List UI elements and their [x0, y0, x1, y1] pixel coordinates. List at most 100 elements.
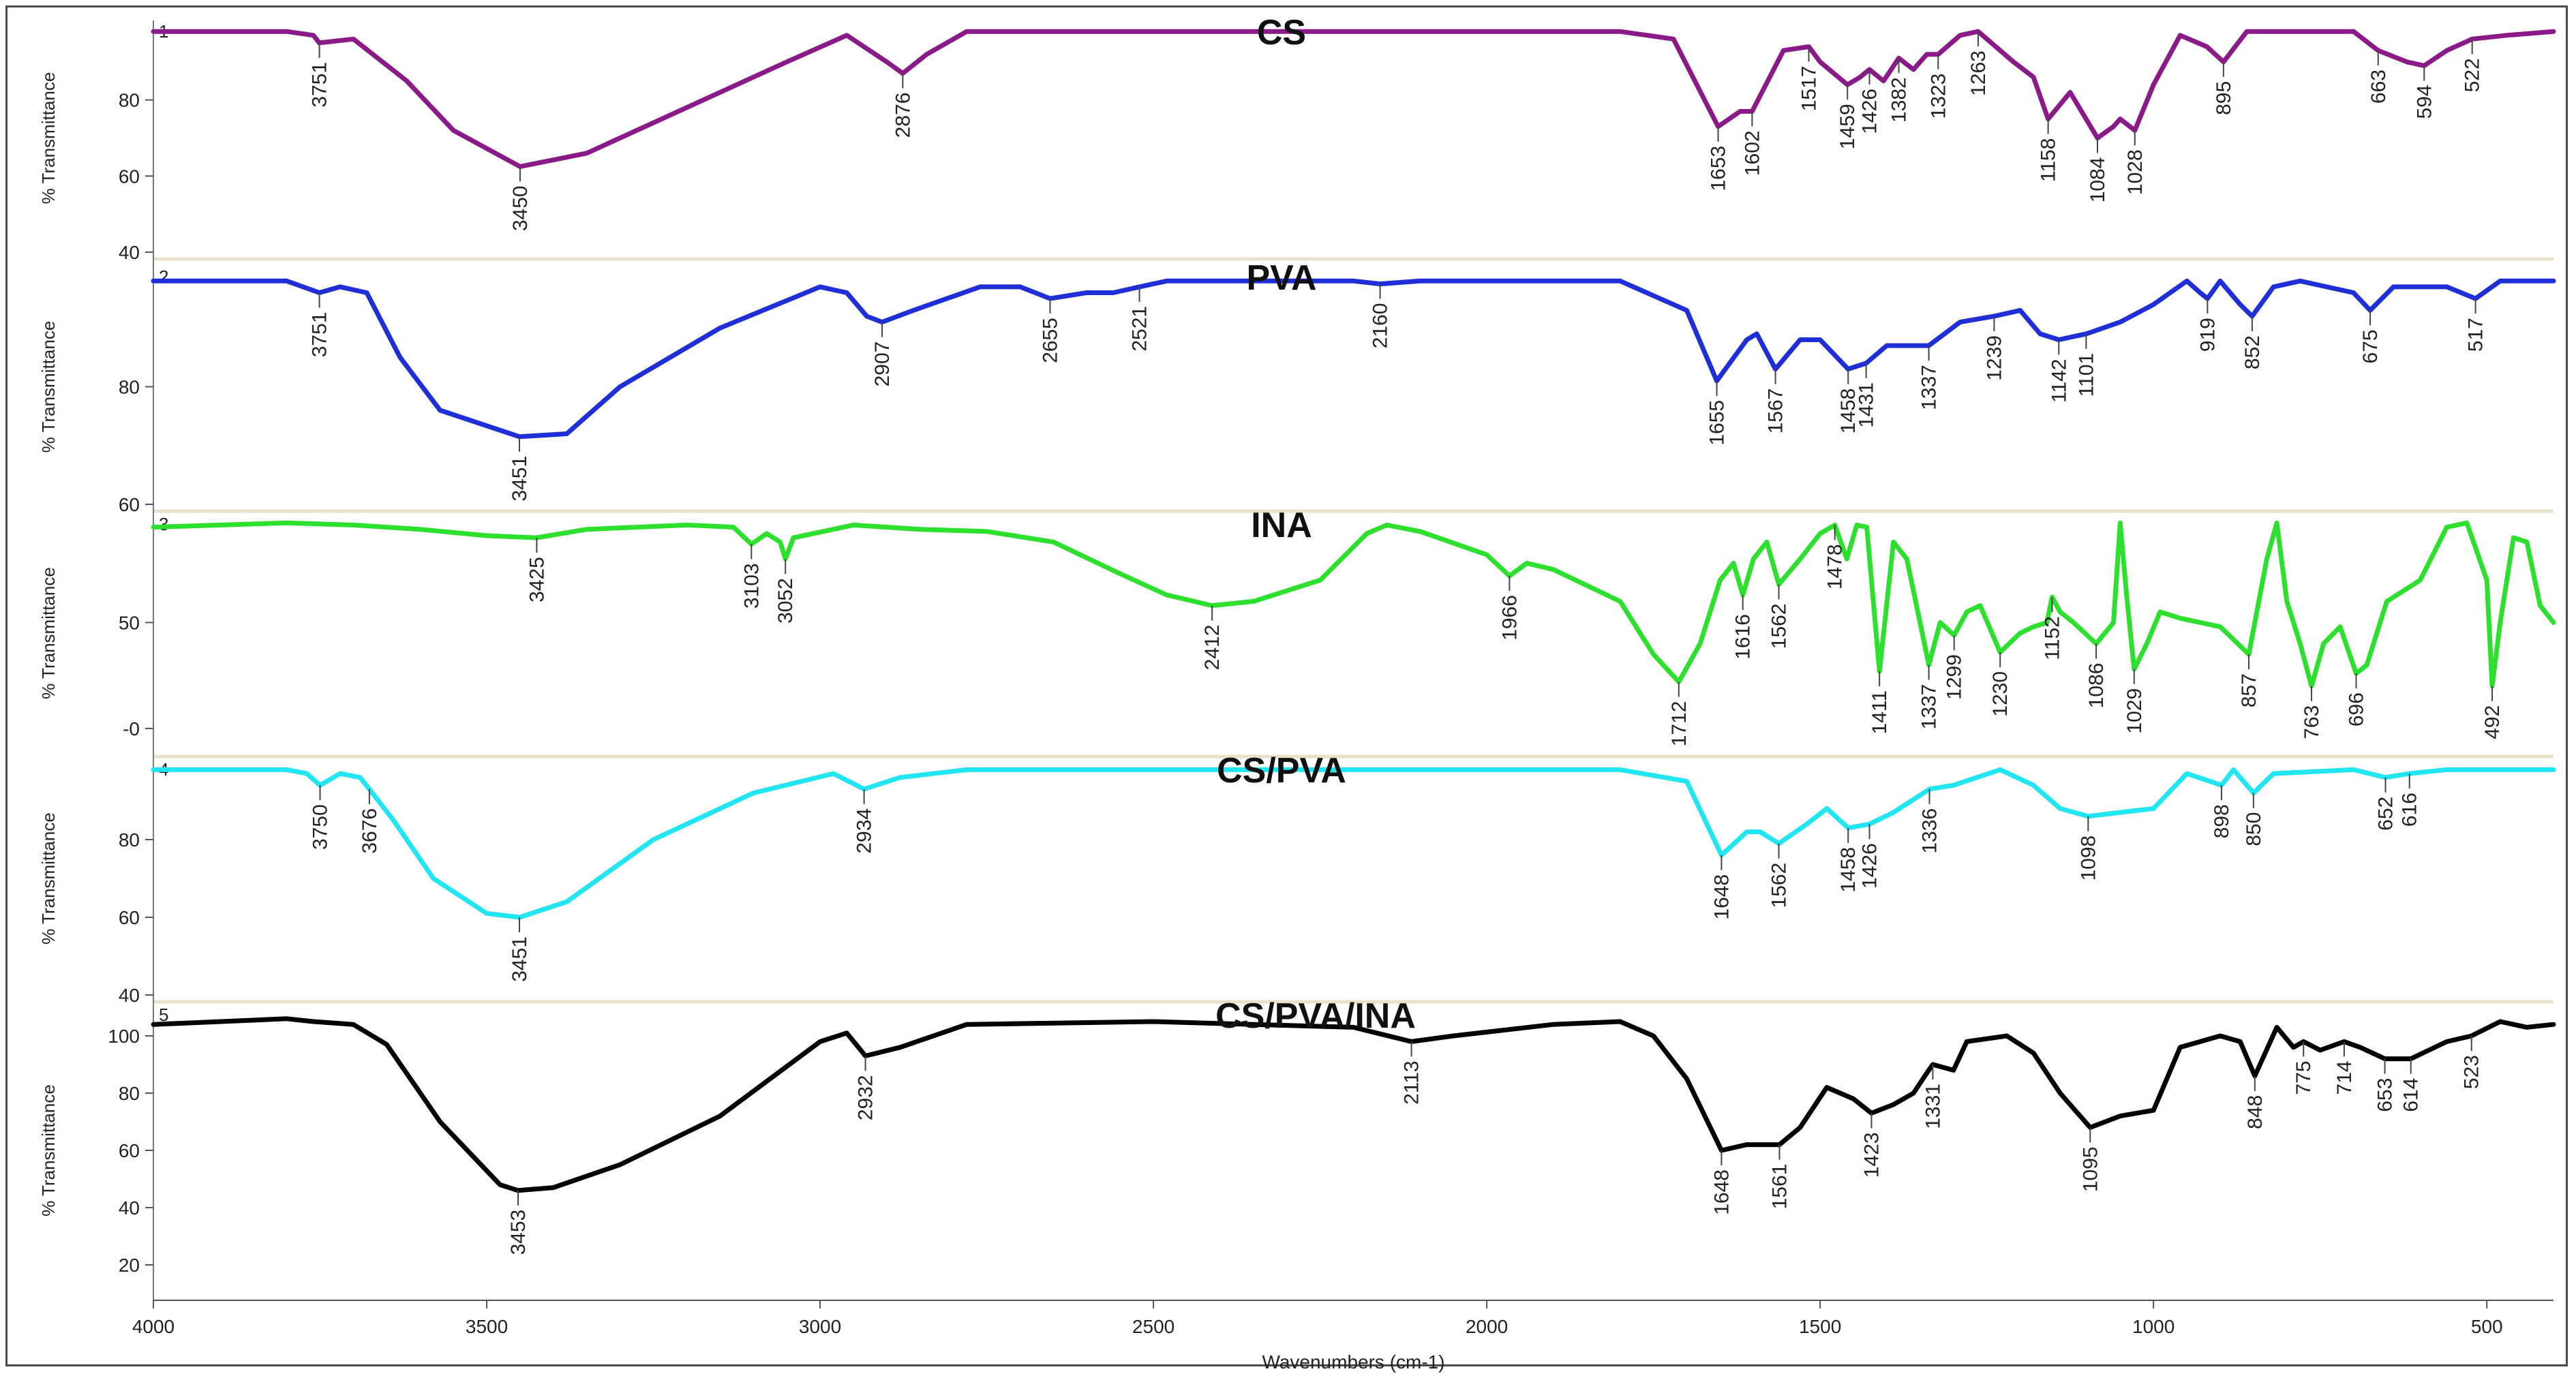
peak-label: 1029: [2123, 688, 2146, 734]
peak-label: 616: [2399, 793, 2421, 827]
peak-label: 714: [2333, 1060, 2356, 1094]
peak-label: 1602: [1741, 130, 1763, 176]
figure-frame: [5, 5, 2568, 1366]
x-tick-label: 500: [2471, 1316, 2503, 1337]
y-tick-label: 60: [119, 494, 140, 515]
peak-label: 848: [2244, 1095, 2267, 1129]
peak-label: 3451: [509, 456, 531, 502]
peak-label: 1239: [1983, 335, 2005, 381]
peak-label: 653: [2374, 1078, 2397, 1112]
peak-label: 3451: [509, 936, 531, 982]
x-axis: 4000 3500 3000 2500 2000 1500 1000 500 Wavenumbe…: [132, 1300, 2554, 1373]
peak-label: 763: [2301, 705, 2323, 739]
y-tick-label: 50: [119, 612, 140, 633]
peak-label: 1712: [1668, 701, 1691, 747]
panel-index: 2: [159, 266, 168, 287]
x-tick-label: 4000: [132, 1316, 175, 1337]
panel-index: 3: [159, 514, 168, 534]
panel-3: % Transmittance 50 -0 3 INA 3425 3103 3052 2412 1…: [38, 506, 2556, 747]
peak-label: 492: [2481, 705, 2504, 739]
peak-label: 1299: [1943, 654, 1966, 700]
peak-label: 3453: [507, 1210, 530, 1255]
peak-label: 857: [2238, 673, 2260, 707]
peak-label: 1478: [1824, 544, 1847, 590]
peak-label: 3052: [774, 578, 797, 624]
peak-label: 2934: [853, 808, 876, 854]
peak-label: 1426: [1859, 89, 1881, 134]
x-axis-label: Wavenumbers (cm-1): [1262, 1351, 1444, 1373]
peak-label: 2412: [1201, 625, 1224, 671]
peak-label: 1263: [1967, 50, 1990, 96]
y-tick-label: -0: [123, 718, 140, 739]
spectrum-line: [151, 1016, 2556, 1193]
peak-label: 1084: [2087, 157, 2109, 203]
y-tick-label: 40: [119, 1197, 140, 1219]
peak-label: 1158: [2037, 138, 2060, 183]
panel-title: INA: [1251, 506, 1312, 545]
panel-title: CS/PVA: [1217, 751, 1346, 791]
peak-label: 2521: [1129, 306, 1151, 352]
peak-label: 1382: [1888, 77, 1911, 123]
y-tick-label: 80: [119, 90, 140, 111]
x-tick-label: 1000: [2132, 1316, 2175, 1337]
peak-label: 3751: [309, 62, 331, 108]
peak-label: 3750: [309, 804, 332, 850]
peak-label: 1966: [1498, 595, 1521, 641]
peak-label: 1142: [2048, 359, 2070, 403]
peak-label: 696: [2345, 692, 2367, 726]
peak-label: 522: [2461, 58, 2484, 92]
x-tick-label: 3000: [799, 1316, 841, 1337]
peak-label: 2160: [1369, 303, 1392, 349]
peak-label: 1562: [1768, 863, 1790, 908]
peak-label: 652: [2375, 797, 2397, 831]
peak-label: 1331: [1922, 1084, 1944, 1129]
peak-label: 3103: [740, 563, 763, 609]
x-tick-label: 2000: [1466, 1316, 1508, 1337]
peak-label: 2655: [1039, 318, 1061, 363]
y-axis-label: % Transmittance: [38, 72, 59, 204]
peak-label: 1653: [1707, 146, 1729, 192]
y-axis-label: % Transmittance: [38, 567, 59, 699]
peak-label: 852: [2241, 335, 2264, 369]
peak-label: 1517: [1798, 66, 1821, 112]
peak-label: 895: [2213, 81, 2235, 115]
peak-label: 1411: [1868, 690, 1891, 735]
peak-label: 1337: [1918, 684, 1941, 730]
spectrum-line: [151, 767, 2556, 920]
peak-label: 3751: [309, 312, 331, 358]
peak-label: 523: [2461, 1055, 2483, 1089]
spectrum-line: [151, 29, 2556, 169]
peak-label: 1323: [1927, 74, 1950, 119]
spectrum-line: [151, 278, 2556, 440]
peak-label: 3676: [359, 808, 381, 854]
peak-label: 1616: [1732, 614, 1755, 660]
y-tick-label: 60: [119, 166, 140, 187]
peak-label: 1426: [1859, 843, 1881, 889]
peak-label: 2932: [855, 1075, 877, 1120]
peak-label: 1098: [2077, 836, 2100, 881]
peak-label: 1458: [1837, 847, 1860, 893]
peak-label: 1655: [1706, 400, 1729, 446]
x-tick-label: 3500: [466, 1316, 508, 1337]
y-tick-label: 100: [108, 1026, 140, 1047]
panel-index: 5: [159, 1005, 168, 1025]
peak-label: 1095: [2079, 1146, 2102, 1192]
x-tick-label: 2500: [1132, 1316, 1175, 1337]
peak-label: 898: [2211, 804, 2233, 838]
peak-label: 1648: [1710, 1169, 1733, 1215]
y-tick-label: 20: [119, 1255, 140, 1276]
peak-label: 1337: [1918, 365, 1941, 410]
y-axis-label: % Transmittance: [38, 321, 59, 453]
y-tick-label: 60: [119, 1140, 140, 1161]
peak-label: 1458: [1837, 388, 1860, 434]
peak-label: 775: [2292, 1060, 2315, 1094]
peak-label: 919: [2196, 318, 2219, 352]
peak-label: 850: [2243, 812, 2265, 846]
peak-label: 2113: [1401, 1060, 1423, 1105]
peak-label: 614: [2400, 1078, 2423, 1112]
peak-label: 1423: [1860, 1132, 1883, 1178]
peak-label: 1561: [1768, 1164, 1791, 1210]
peak-label: 663: [2367, 70, 2390, 104]
